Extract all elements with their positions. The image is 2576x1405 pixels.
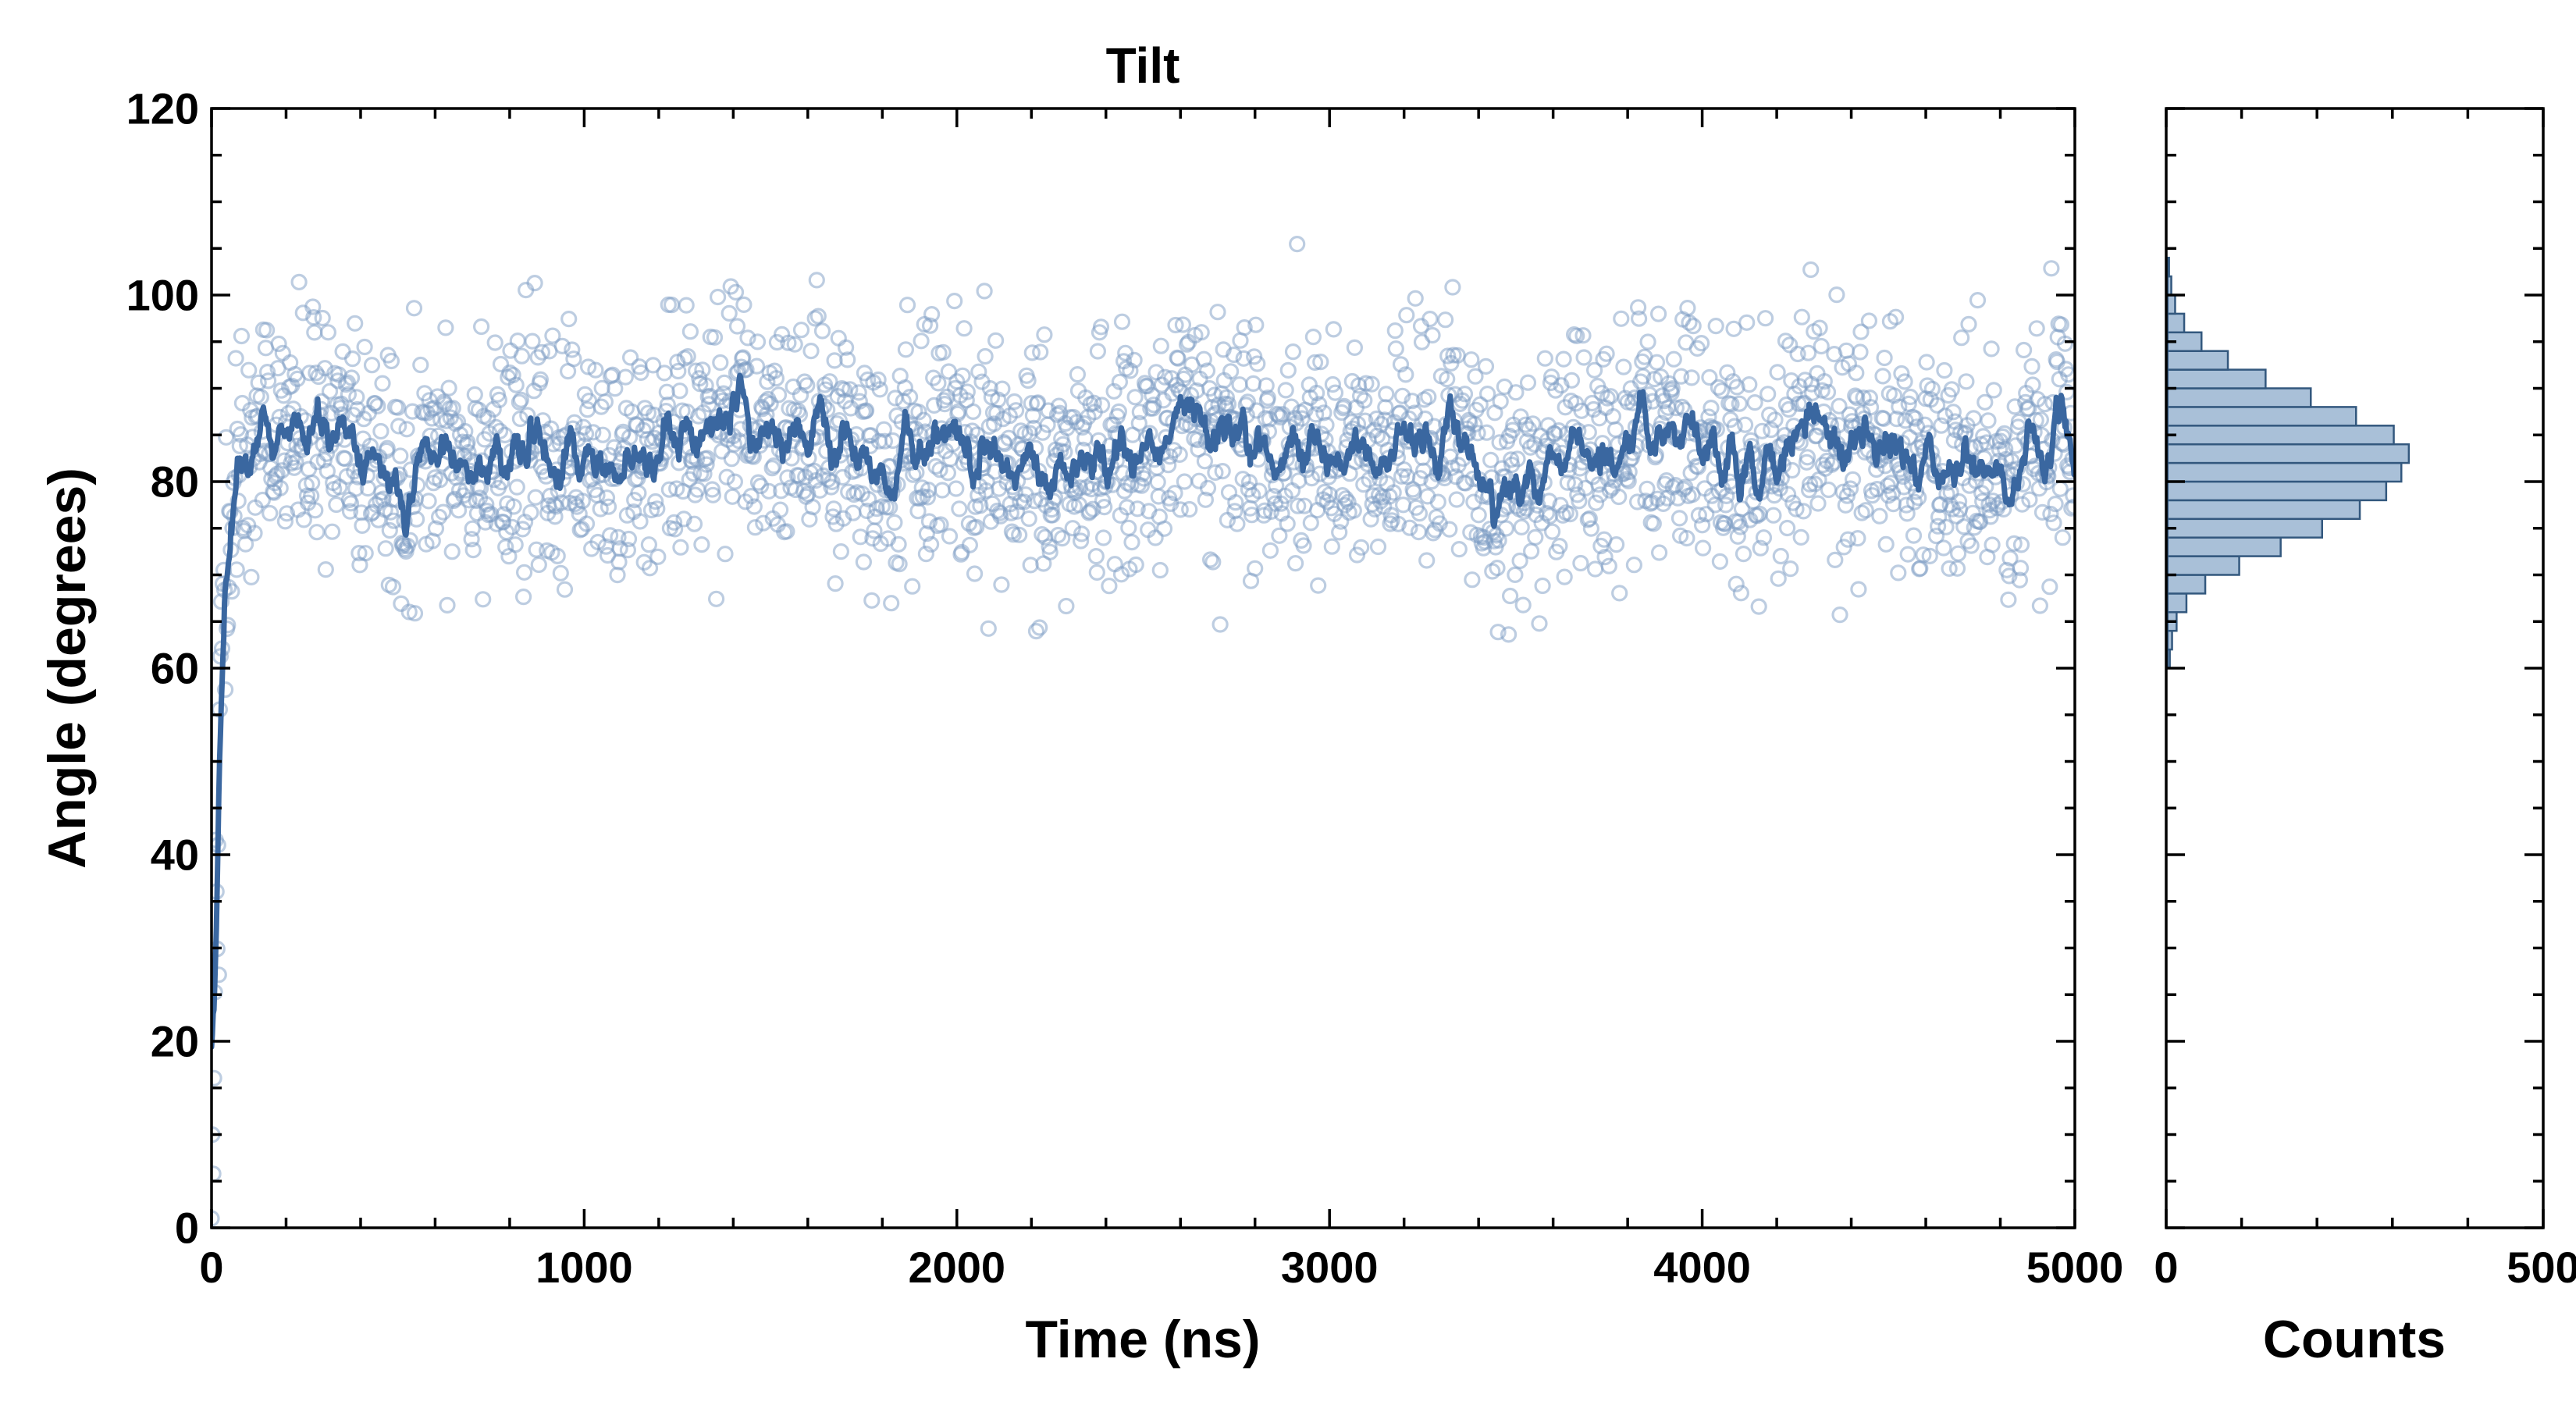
svg-text:80: 80 xyxy=(151,457,199,507)
svg-text:0: 0 xyxy=(199,1243,223,1292)
chart-title: Tilt xyxy=(1105,37,1180,94)
svg-text:500: 500 xyxy=(2507,1243,2576,1292)
y-axis-label: Angle (degrees) xyxy=(37,468,97,869)
svg-text:0: 0 xyxy=(175,1204,199,1253)
svg-text:20: 20 xyxy=(151,1017,199,1066)
svg-text:5000: 5000 xyxy=(2026,1243,2124,1292)
svg-text:3000: 3000 xyxy=(1281,1243,1379,1292)
svg-text:4000: 4000 xyxy=(1653,1243,1751,1292)
svg-text:60: 60 xyxy=(151,644,199,693)
x-axis-label: Time (ns) xyxy=(1025,1310,1261,1369)
hist-x-axis-label: Counts xyxy=(2262,1310,2446,1369)
svg-text:1000: 1000 xyxy=(535,1243,633,1292)
svg-text:0: 0 xyxy=(2154,1243,2178,1292)
svg-text:2000: 2000 xyxy=(909,1243,1006,1292)
svg-text:40: 40 xyxy=(151,831,199,880)
svg-text:120: 120 xyxy=(126,84,199,133)
svg-text:100: 100 xyxy=(126,271,199,320)
